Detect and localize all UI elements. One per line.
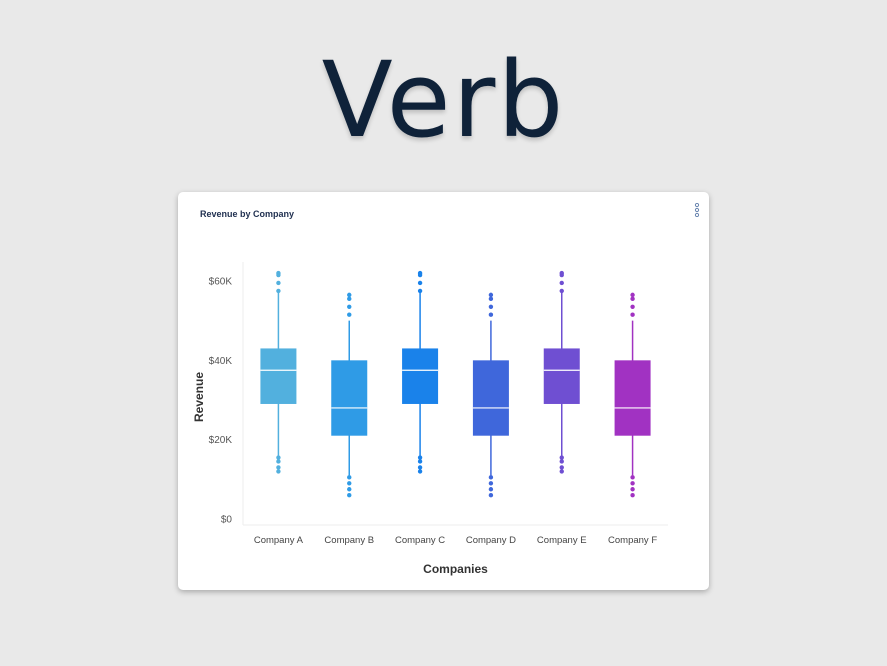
outlier-point [559, 459, 564, 464]
outlier-point [347, 481, 352, 486]
verb-logo: Verb [321, 39, 566, 161]
outlier-point [488, 296, 494, 302]
outlier-point [417, 469, 423, 474]
outlier-point [559, 469, 564, 474]
outlier-point [417, 280, 423, 286]
outlier-point [488, 493, 494, 498]
outlier-point [488, 304, 494, 309]
chart-title: Revenue by Company [200, 209, 295, 219]
outlier-point [630, 312, 635, 317]
box [402, 348, 439, 404]
x-tick-label: Company B [324, 535, 374, 546]
box [543, 348, 580, 404]
outlier-point [559, 465, 564, 470]
outlier-point [276, 465, 281, 470]
outlier-point [347, 475, 352, 480]
outlier-point [417, 455, 423, 460]
y-axis-label: Revenue [192, 372, 206, 422]
x-tick-label: Company D [466, 535, 516, 546]
outlier-point [347, 296, 352, 302]
outlier-point [347, 312, 352, 317]
outlier-point [488, 487, 494, 492]
box [331, 360, 368, 436]
outlier-point [276, 455, 281, 460]
x-tick-label: Company F [608, 535, 657, 546]
outlier-point [276, 280, 281, 286]
x-axis-label: Companies [423, 562, 488, 576]
chart-card: Revenue by Company $0 $20K $40K $60K Revenue… [178, 192, 709, 590]
outlier-point [559, 280, 564, 286]
outlier-point [276, 270, 281, 276]
outlier-point [417, 288, 423, 294]
x-tick-label: Company C [395, 535, 445, 546]
outlier-point [630, 475, 635, 480]
box [260, 348, 297, 404]
y-tick-label: $60K [209, 277, 233, 288]
outlier-point [276, 459, 281, 464]
outlier-point [347, 493, 352, 498]
outlier-point [347, 304, 352, 309]
outlier-point [630, 487, 635, 492]
outlier-point [276, 288, 281, 294]
outlier-point [630, 292, 635, 298]
outlier-point [488, 292, 494, 298]
outlier-point [417, 459, 423, 464]
outlier-point [347, 487, 352, 492]
box [472, 360, 509, 436]
outlier-point [559, 455, 564, 460]
box-plot-chart: $0 $20K $40K $60K Revenue Companies Company A C… [192, 262, 668, 576]
outlier-point [559, 270, 564, 276]
outlier-point [559, 288, 564, 294]
outlier-point [630, 296, 635, 302]
y-tick-label: $20K [209, 435, 233, 446]
outlier-point [417, 465, 423, 470]
outlier-point [630, 481, 635, 486]
outlier-point [347, 292, 352, 298]
y-tick-label: $40K [209, 356, 233, 367]
x-tick-label: Company E [537, 535, 587, 546]
outlier-point [630, 493, 635, 498]
outlier-point [488, 481, 494, 486]
outlier-point [488, 475, 494, 480]
outlier-point [417, 270, 423, 276]
box [614, 360, 651, 436]
kebab-menu-icon[interactable] [694, 203, 700, 217]
outlier-point [276, 469, 281, 474]
y-tick-label: $0 [221, 515, 233, 526]
outlier-point [630, 304, 635, 309]
outlier-point [488, 312, 494, 317]
x-tick-label: Company A [254, 535, 304, 546]
